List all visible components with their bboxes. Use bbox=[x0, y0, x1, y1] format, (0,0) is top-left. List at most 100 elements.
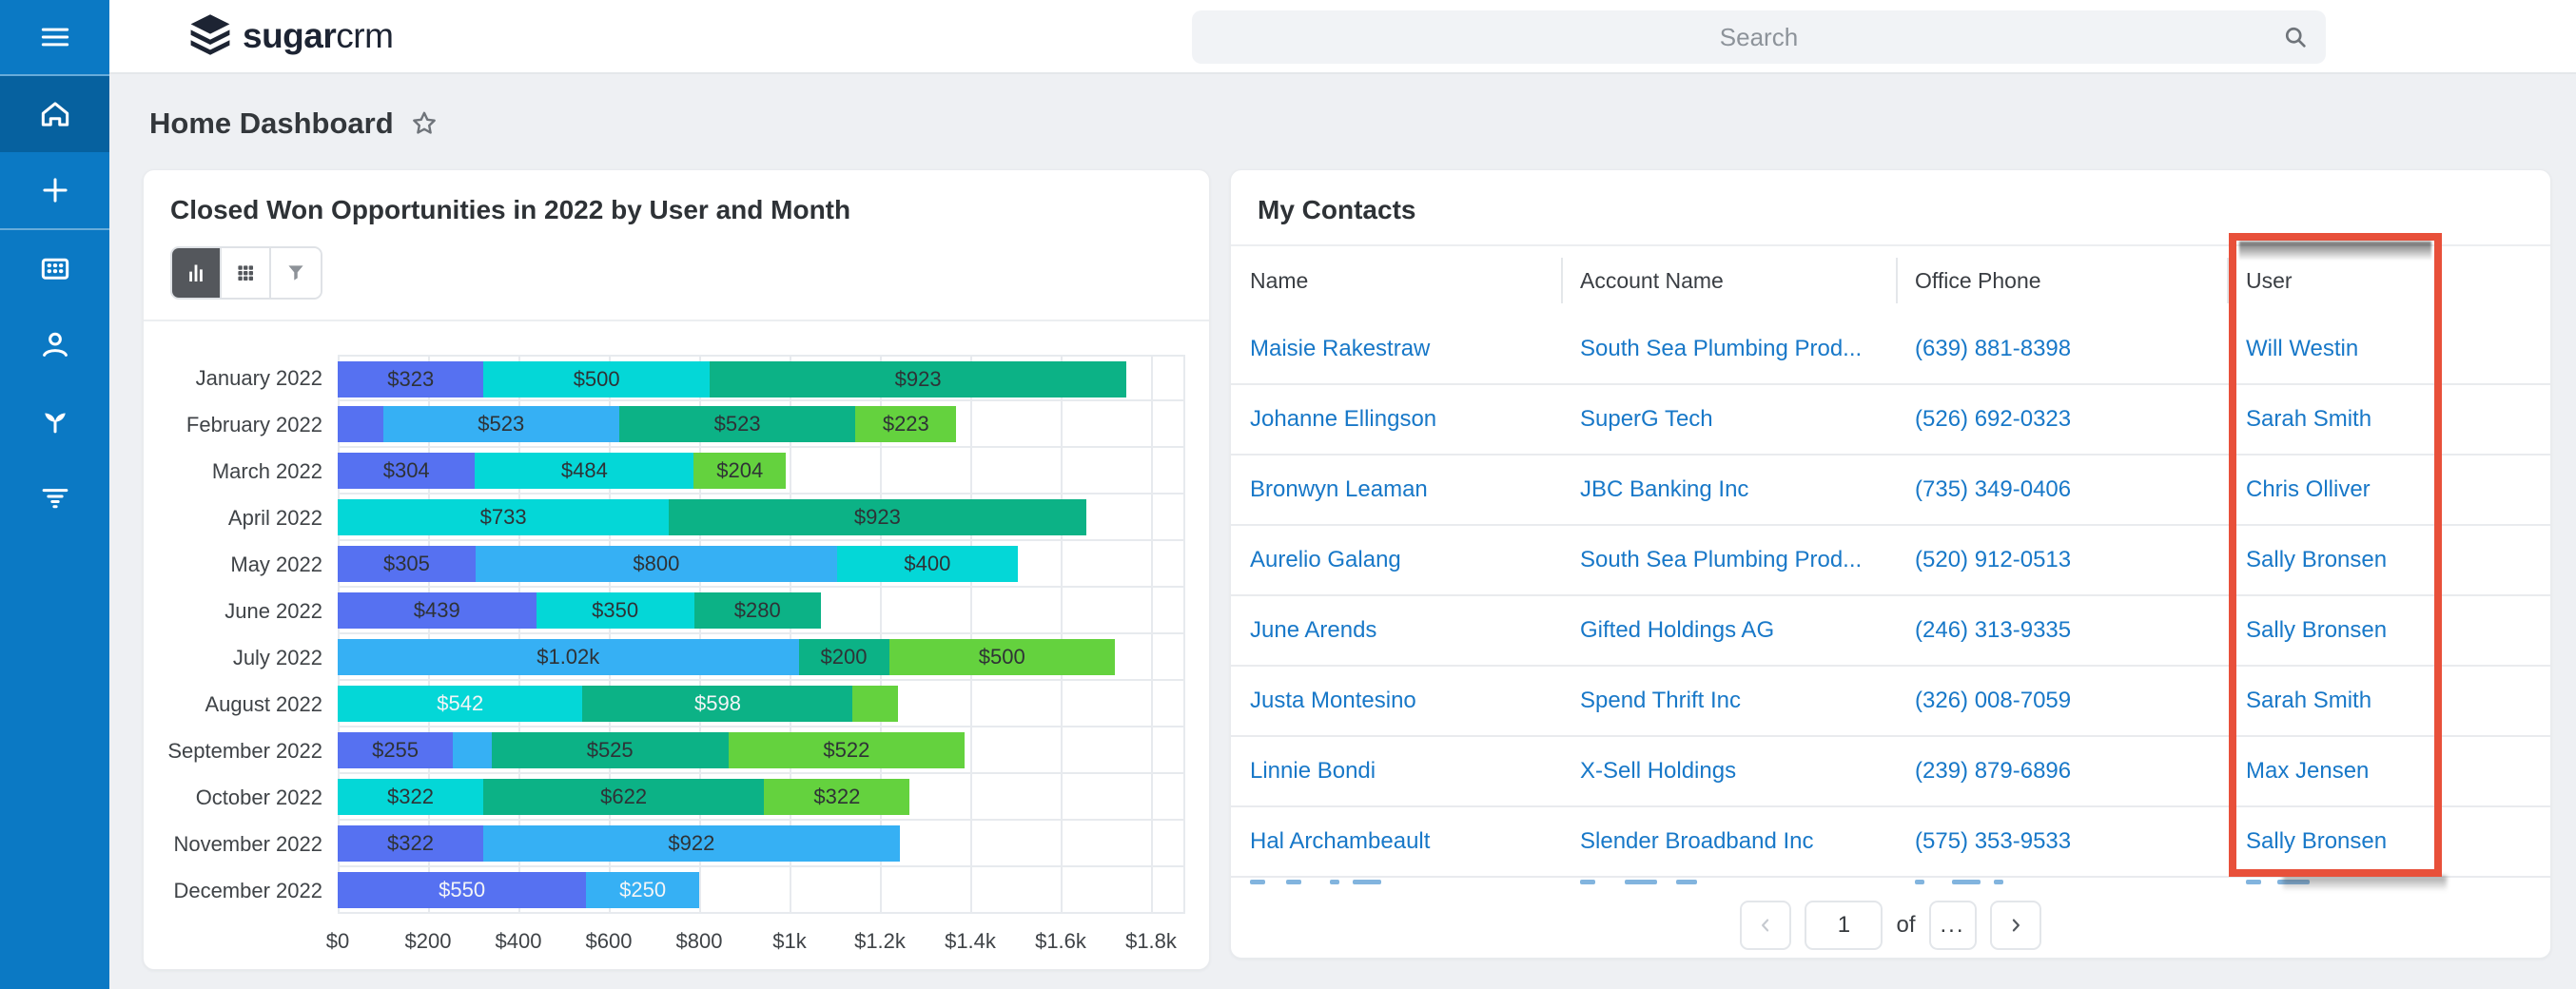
bar-segment[interactable]: $350 bbox=[536, 592, 694, 629]
table-cell: Sarah Smith bbox=[2227, 385, 2552, 454]
bar-segment[interactable]: $322 bbox=[338, 825, 483, 862]
sidebar-item-opportunities[interactable] bbox=[0, 382, 109, 458]
sidebar-item-home[interactable] bbox=[0, 76, 109, 152]
bar-segment[interactable]: $542 bbox=[338, 686, 583, 722]
total-pages-button[interactable]: ... bbox=[1928, 901, 1977, 950]
column-header-user[interactable]: User bbox=[2246, 268, 2293, 293]
sidebar-item-accounts[interactable] bbox=[0, 230, 109, 306]
bar-segment[interactable]: $522 bbox=[728, 732, 965, 768]
bar-segment[interactable]: $525 bbox=[491, 732, 729, 768]
chevron-right-icon bbox=[2012, 919, 2020, 932]
search-icon[interactable] bbox=[2282, 24, 2309, 50]
assigned-user-link[interactable]: Sarah Smith bbox=[2246, 688, 2372, 713]
current-page-box[interactable]: 1 bbox=[1805, 901, 1883, 950]
column-header-name[interactable]: Name bbox=[1250, 268, 1309, 293]
office-phone-link[interactable]: (735) 349-0406 bbox=[1915, 476, 2072, 502]
sidebar-item-reports[interactable] bbox=[0, 458, 109, 534]
search-input[interactable] bbox=[1192, 10, 2326, 64]
chart-row: January 2022 $323 $500 $923 bbox=[144, 355, 1185, 401]
bar-segment[interactable]: $322 bbox=[764, 779, 910, 815]
bar-segment[interactable]: $523 bbox=[382, 406, 619, 442]
account-name-link[interactable]: Spend Thrift Inc bbox=[1580, 688, 1741, 713]
assigned-user-link[interactable]: Sarah Smith bbox=[2246, 406, 2372, 432]
bar-segment[interactable]: $204 bbox=[693, 453, 787, 489]
office-phone-link[interactable]: (326) 008-7059 bbox=[1915, 688, 2072, 713]
bar-segment[interactable] bbox=[338, 406, 383, 442]
bar-segment[interactable]: $484 bbox=[475, 453, 694, 489]
assigned-user-link[interactable]: Chris Olliver bbox=[2246, 476, 2371, 502]
bar-segment[interactable]: $255 bbox=[338, 732, 454, 768]
assigned-user-link[interactable]: Sally Bronsen bbox=[2246, 828, 2388, 854]
bar-chart-view-button[interactable] bbox=[172, 248, 222, 298]
table-cell: June Arends bbox=[1231, 596, 1561, 665]
contacts-person-icon bbox=[42, 332, 68, 357]
hamburger-menu-button[interactable] bbox=[0, 0, 109, 74]
bar-segment[interactable]: $323 bbox=[338, 361, 484, 398]
bar-segment[interactable] bbox=[453, 732, 492, 768]
bar-segment[interactable]: $322 bbox=[338, 779, 483, 815]
bar-segment[interactable]: $923 bbox=[669, 499, 1086, 535]
bar-segment[interactable]: $922 bbox=[482, 825, 900, 862]
bar-segment[interactable]: $223 bbox=[855, 406, 957, 442]
bar-segment[interactable]: $550 bbox=[338, 872, 587, 908]
office-phone-link[interactable]: (246) 313-9335 bbox=[1915, 617, 2072, 643]
assigned-user-link[interactable]: Sally Bronsen bbox=[2246, 617, 2388, 643]
contact-name-link[interactable]: Linnie Bondi bbox=[1250, 758, 1376, 784]
contact-name-link[interactable]: June Arends bbox=[1250, 617, 1377, 643]
bar-segment[interactable]: $305 bbox=[338, 546, 476, 582]
account-name-link[interactable]: Gifted Holdings AG bbox=[1580, 617, 1775, 643]
bar-segment[interactable]: $733 bbox=[338, 499, 670, 535]
account-name-link[interactable]: SuperG Tech bbox=[1580, 406, 1713, 432]
contact-name-link[interactable]: Justa Montesino bbox=[1250, 688, 1416, 713]
bar-track: $323 $500 $923 bbox=[338, 355, 1185, 401]
office-phone-link[interactable]: (639) 881-8398 bbox=[1915, 336, 2072, 361]
next-page-button[interactable] bbox=[1989, 901, 2041, 950]
account-name-link[interactable]: JBC Banking Inc bbox=[1580, 476, 1749, 502]
assigned-user-link[interactable]: Will Westin bbox=[2246, 336, 2359, 361]
bar-segment[interactable]: $304 bbox=[338, 453, 476, 489]
assigned-user-link[interactable]: Sally Bronsen bbox=[2246, 547, 2388, 572]
column-header-account-name[interactable]: Account Name bbox=[1580, 268, 1724, 293]
office-phone-link[interactable]: (526) 692-0323 bbox=[1915, 406, 2072, 432]
bar-value-label: $542 bbox=[437, 691, 484, 715]
column-header-office-phone[interactable]: Office Phone bbox=[1915, 268, 2041, 293]
bar-segment[interactable]: $400 bbox=[836, 546, 1018, 582]
bar-segment[interactable]: $280 bbox=[693, 592, 821, 629]
office-phone-link[interactable]: (575) 353-9533 bbox=[1915, 828, 2072, 854]
chart-row: December 2022 $550 $250 bbox=[144, 867, 1185, 914]
bar-segment[interactable]: $250 bbox=[586, 872, 699, 908]
assigned-user-link[interactable]: Max Jensen bbox=[2246, 758, 2370, 784]
bar-segment[interactable]: $500 bbox=[483, 361, 710, 398]
account-name-link[interactable]: X-Sell Holdings bbox=[1580, 758, 1737, 784]
sidebar-item-contacts[interactable] bbox=[0, 306, 109, 382]
sidebar-item-create[interactable] bbox=[0, 152, 109, 228]
contact-name-link[interactable]: Johanne Ellingson bbox=[1250, 406, 1437, 432]
account-name-link[interactable]: South Sea Plumbing Prod... bbox=[1580, 336, 1863, 361]
filter-button[interactable] bbox=[271, 248, 321, 298]
account-name-link[interactable]: South Sea Plumbing Prod... bbox=[1580, 547, 1863, 572]
contact-name-link[interactable]: Aurelio Galang bbox=[1250, 547, 1401, 572]
favorite-star-icon[interactable] bbox=[409, 108, 439, 139]
bar-segment[interactable]: $800 bbox=[475, 546, 837, 582]
bar-segment[interactable]: $523 bbox=[618, 406, 856, 442]
bar-segment[interactable]: $1.02k bbox=[338, 639, 799, 675]
previous-page-button[interactable] bbox=[1740, 901, 1792, 950]
bar-segment[interactable]: $500 bbox=[888, 639, 1115, 675]
bar-segment[interactable]: $598 bbox=[582, 686, 853, 722]
account-name-link[interactable]: Slender Broadband Inc bbox=[1580, 828, 1814, 854]
bar-segment[interactable] bbox=[852, 686, 898, 722]
bar-value-label: $923 bbox=[853, 505, 901, 529]
bar-segment[interactable]: $200 bbox=[798, 639, 889, 675]
home-icon bbox=[41, 102, 68, 126]
office-phone-link[interactable]: (520) 912-0513 bbox=[1915, 547, 2072, 572]
bar-segment[interactable]: $622 bbox=[482, 779, 765, 815]
pagination-of-label: of bbox=[1896, 912, 1916, 938]
sugarcrm-logo[interactable]: sugarcrm bbox=[187, 13, 394, 59]
contact-name-link[interactable]: Maisie Rakestraw bbox=[1250, 336, 1431, 361]
contact-name-link[interactable]: Bronwyn Leaman bbox=[1250, 476, 1428, 502]
bar-segment[interactable]: $923 bbox=[709, 361, 1127, 398]
table-view-button[interactable] bbox=[222, 248, 271, 298]
contact-name-link[interactable]: Hal Archambeault bbox=[1250, 828, 1431, 854]
office-phone-link[interactable]: (239) 879-6896 bbox=[1915, 758, 2072, 784]
bar-segment[interactable]: $439 bbox=[338, 592, 537, 629]
